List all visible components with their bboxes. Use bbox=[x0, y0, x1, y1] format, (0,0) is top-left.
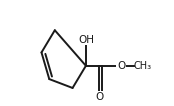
Text: CH₃: CH₃ bbox=[134, 61, 152, 71]
Text: O: O bbox=[95, 92, 103, 102]
Text: OH: OH bbox=[78, 35, 94, 45]
Text: O: O bbox=[117, 61, 125, 71]
